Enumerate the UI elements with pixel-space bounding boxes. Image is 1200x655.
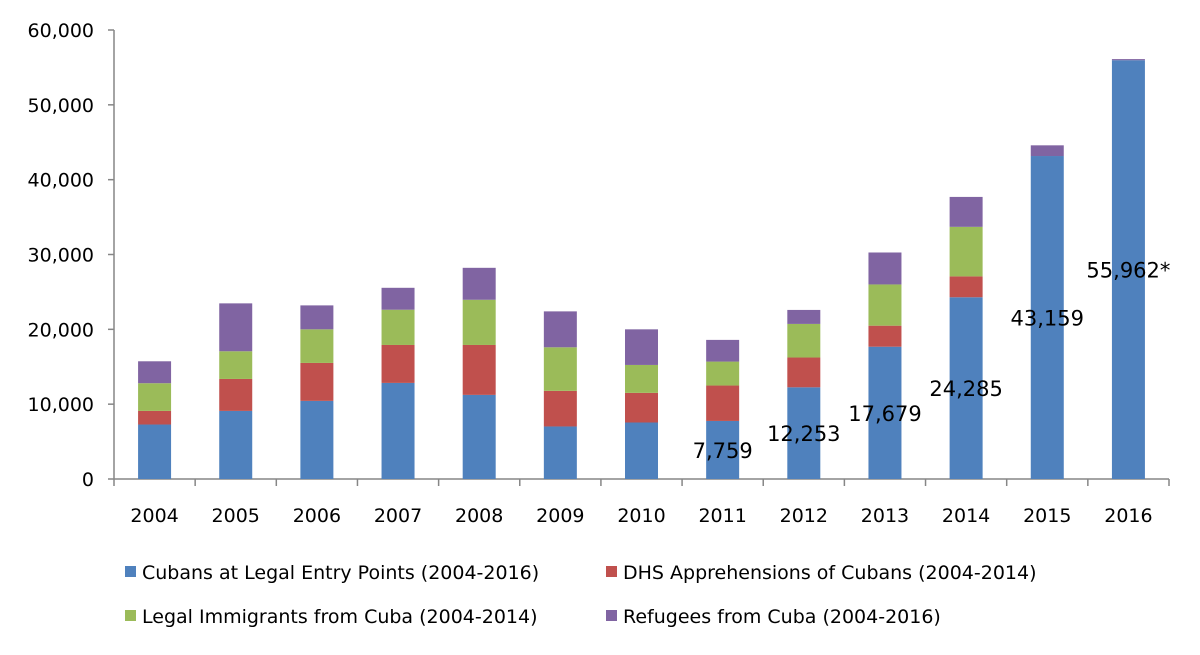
bar-segment-2006-series-0 (300, 400, 334, 479)
bar-segment-2005-series-2 (219, 351, 253, 379)
bar-segment-2014-series-2 (949, 226, 983, 277)
bar-segment-2012-series-0 (787, 387, 821, 479)
bar-segment-2014-series-3 (949, 196, 983, 227)
data-label-2012: 12,253 (767, 422, 840, 446)
data-label-2013: 17,679 (848, 402, 921, 426)
bar-segment-2007-series-2 (381, 309, 415, 345)
x-tick-label: 2009 (536, 505, 584, 527)
bar-segment-2008-series-0 (462, 394, 496, 479)
bar-segment-2006-series-3 (300, 305, 334, 330)
x-tick-label: 2011 (698, 505, 746, 527)
bar-segment-2008-series-3 (462, 267, 496, 300)
bar-segment-2009-series-0 (543, 426, 577, 479)
bar-segment-2008-series-2 (462, 299, 496, 345)
y-tick-label: 50,000 (28, 95, 94, 117)
bar-segment-2008-series-1 (462, 344, 496, 395)
bar-segment-2011-series-1 (706, 385, 740, 421)
bar-segment-2004-series-2 (138, 383, 172, 411)
x-tick-label: 2004 (130, 505, 178, 527)
bar-segment-2012-series-2 (787, 323, 821, 358)
bar-segment-2016-series-3 (1111, 59, 1145, 61)
bar-segment-2014-series-0 (949, 297, 983, 479)
legend-swatch-2 (125, 610, 136, 621)
bar-segment-2007-series-0 (381, 382, 415, 479)
x-tick-label: 2014 (942, 505, 990, 527)
x-tick-label: 2012 (780, 505, 828, 527)
y-tick-label: 0 (82, 469, 94, 491)
bar-segment-2009-series-3 (543, 311, 577, 348)
bar-segment-2010-series-3 (625, 329, 658, 365)
x-tick-label: 2016 (1104, 505, 1152, 527)
bar-segment-2006-series-2 (300, 329, 334, 363)
data-label-2016: 55,962* (1086, 259, 1170, 283)
bar-segment-2007-series-3 (381, 287, 415, 310)
bar-segment-2007-series-1 (381, 344, 415, 383)
bar-segment-2006-series-1 (300, 362, 334, 401)
data-label-2015: 43,159 (1011, 307, 1084, 331)
legend-swatch-3 (606, 610, 617, 621)
bar-segment-2004-series-0 (138, 424, 172, 479)
y-tick-label: 60,000 (28, 20, 94, 42)
bar-segment-2013-series-2 (868, 284, 902, 326)
bar-segment-2010-series-0 (625, 422, 658, 479)
x-tick-label: 2015 (1023, 505, 1071, 527)
y-tick-label: 30,000 (28, 245, 94, 267)
legend-label-2: Legal Immigrants from Cuba (2004-2014) (142, 606, 538, 628)
bar-segment-2010-series-1 (625, 392, 658, 423)
bar-segment-2012-series-1 (787, 357, 821, 388)
x-tick-label: 2010 (617, 505, 665, 527)
y-tick-label: 40,000 (28, 170, 94, 192)
bar-segment-2013-series-0 (868, 346, 902, 479)
legend-swatch-1 (606, 566, 617, 577)
bar-segment-2012-series-3 (787, 309, 821, 324)
x-tick-label: 2008 (455, 505, 503, 527)
x-tick-label: 2005 (212, 505, 260, 527)
bar-segment-2011-series-2 (706, 361, 740, 386)
bar-segment-2004-series-1 (138, 410, 172, 425)
y-tick-label: 20,000 (28, 319, 94, 341)
bar-segment-2014-series-1 (949, 276, 983, 298)
bar-segment-2005-series-1 (219, 378, 253, 411)
bar-segment-2010-series-2 (625, 364, 658, 393)
legend-swatch-0 (125, 566, 136, 577)
legend-label-3: Refugees from Cuba (2004-2016) (623, 606, 941, 628)
bar-segment-2005-series-3 (219, 303, 253, 352)
x-tick-label: 2006 (293, 505, 341, 527)
bar-segment-2011-series-3 (706, 339, 740, 362)
bar-segment-2009-series-1 (543, 390, 577, 427)
data-label-2011: 7,759 (693, 439, 753, 463)
bar-segment-2016-series-0 (1111, 60, 1145, 479)
x-tick-label: 2007 (374, 505, 422, 527)
bar-segment-2004-series-3 (138, 361, 172, 384)
bar-segment-2015-series-3 (1030, 145, 1064, 157)
bar-segment-2015-series-0 (1030, 156, 1064, 480)
bar-segment-2005-series-0 (219, 410, 253, 479)
data-label-2014: 24,285 (929, 377, 1002, 401)
x-tick-label: 2013 (861, 505, 909, 527)
legend-label-1: DHS Apprehensions of Cubans (2004-2014) (623, 562, 1037, 584)
legend-label-0: Cubans at Legal Entry Points (2004-2016) (142, 562, 539, 584)
bar-segment-2011-series-0 (706, 420, 740, 479)
bar-segment-2013-series-3 (868, 252, 902, 285)
bar-segment-2013-series-1 (868, 325, 902, 347)
bar-segment-2009-series-2 (543, 347, 577, 391)
y-tick-label: 10,000 (28, 394, 94, 416)
